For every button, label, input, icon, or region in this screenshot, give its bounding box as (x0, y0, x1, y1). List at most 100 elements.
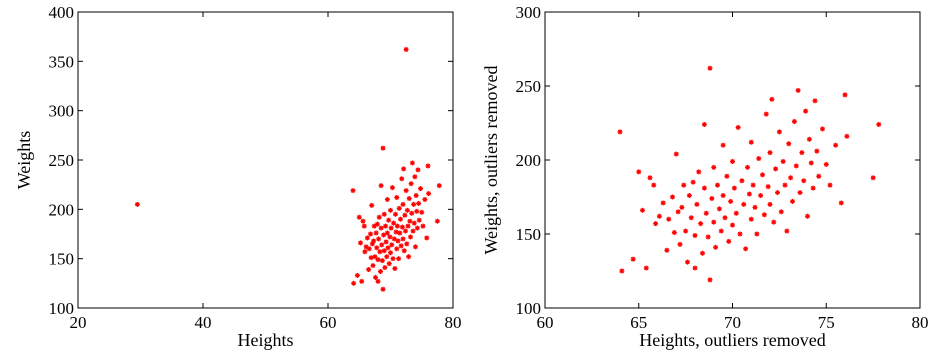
data-point (739, 178, 745, 184)
data-point (701, 185, 707, 191)
data-point (773, 166, 779, 172)
data-point (379, 258, 385, 264)
data-point (360, 218, 366, 224)
data-point (382, 265, 388, 271)
data-point (640, 207, 645, 213)
data-point (730, 222, 735, 228)
data-point (696, 169, 702, 175)
data-point (743, 246, 749, 252)
data-point (393, 229, 399, 235)
data-point (350, 188, 356, 194)
data-point (803, 108, 809, 114)
data-point (371, 238, 377, 244)
data-point (711, 164, 717, 170)
data-point (380, 286, 386, 292)
data-point (692, 265, 698, 271)
data-point (379, 242, 385, 248)
data-point (378, 183, 384, 189)
y-tick-label: 100 (516, 299, 542, 318)
data-point (771, 219, 777, 225)
data-point (700, 250, 705, 256)
data-point (769, 96, 775, 102)
data-point (420, 223, 426, 229)
data-point (656, 213, 662, 219)
data-point (389, 185, 395, 191)
data-point (381, 248, 387, 254)
y-axis-label: Weights (14, 131, 34, 190)
data-point (364, 235, 370, 241)
data-point (814, 148, 820, 154)
y-tick-label: 150 (49, 250, 75, 269)
data-point (400, 201, 406, 207)
data-point (707, 65, 713, 71)
data-point (419, 209, 425, 215)
y-axis-label: Weights, outliers removed (481, 65, 501, 254)
y-tick-label: 100 (49, 299, 75, 318)
data-point (391, 236, 397, 242)
data-point (356, 214, 362, 220)
data-point (765, 184, 771, 190)
data-point (709, 195, 715, 201)
data-point (372, 254, 378, 260)
data-point (381, 232, 387, 238)
data-point (816, 173, 822, 179)
x-tick-label: 60 (320, 313, 337, 332)
data-point (660, 200, 666, 206)
data-point (384, 196, 390, 202)
data-point (791, 119, 797, 125)
data-point (134, 201, 140, 207)
data-point (394, 223, 400, 229)
data-point (394, 246, 400, 252)
data-point (833, 142, 839, 148)
data-point (405, 223, 411, 229)
data-point (799, 150, 805, 156)
data-point (402, 212, 408, 218)
data-point (685, 259, 690, 265)
data-point (388, 207, 393, 213)
data-point (750, 182, 756, 188)
data-point (399, 224, 405, 230)
data-point (406, 195, 412, 201)
data-point (673, 151, 679, 157)
data-point (761, 212, 767, 218)
data-point (741, 201, 747, 207)
data-point (651, 182, 657, 188)
data-point (688, 215, 694, 221)
data-point (838, 200, 844, 206)
y-tick-label: 150 (516, 225, 542, 244)
data-point (870, 175, 876, 181)
data-point (410, 228, 416, 234)
data-point (361, 223, 367, 229)
data-point (408, 181, 414, 187)
data-point (366, 267, 372, 273)
data-point (434, 218, 440, 224)
data-point (380, 145, 386, 151)
data-point (718, 228, 724, 234)
data-point (373, 230, 379, 236)
data-point (413, 244, 418, 250)
data-point (720, 142, 726, 148)
data-point (387, 234, 393, 240)
data-point (376, 214, 382, 220)
data-point (389, 242, 395, 248)
data-point (722, 215, 728, 221)
y-tick-label: 300 (49, 102, 75, 121)
data-point (351, 280, 357, 286)
data-point (842, 92, 848, 98)
data-point (728, 198, 734, 204)
axes-box (77, 11, 454, 309)
data-point (396, 205, 402, 211)
data-point (776, 129, 782, 135)
data-point (716, 206, 722, 212)
data-point (416, 217, 422, 223)
data-point (378, 225, 384, 231)
data-point (414, 225, 420, 231)
data-point (378, 268, 383, 274)
data-point (408, 234, 413, 240)
data-point (403, 46, 409, 52)
data-point (782, 182, 788, 188)
data-point (812, 98, 818, 104)
data-point (793, 163, 799, 169)
data-point (636, 169, 642, 175)
data-point (416, 200, 422, 206)
